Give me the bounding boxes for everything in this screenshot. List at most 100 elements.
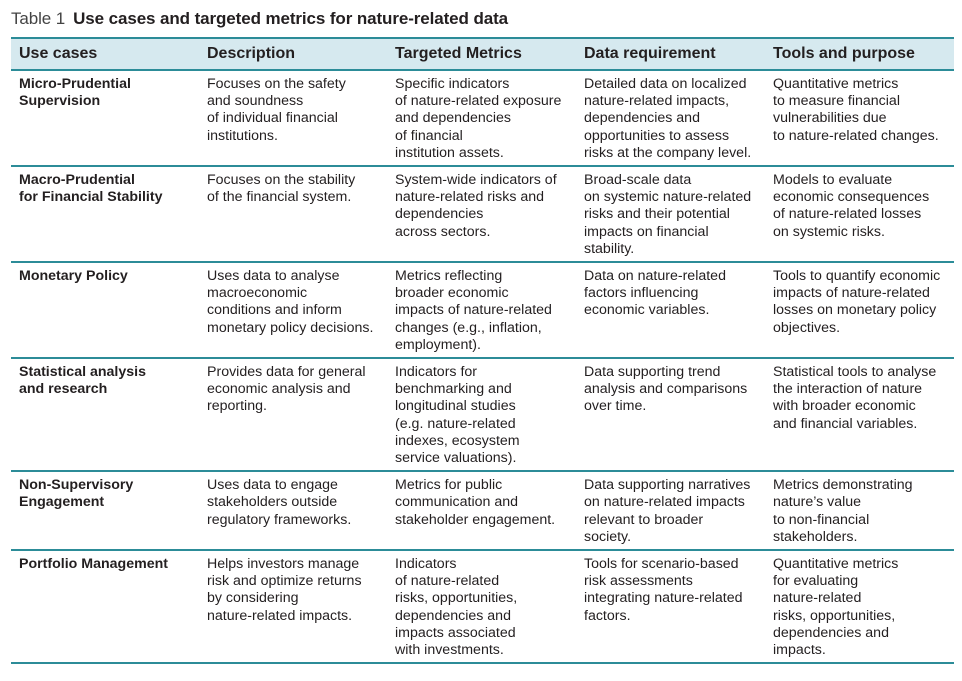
cell-text-line: Provides data for general [207, 364, 366, 381]
use-case-cell: Macro-Prudential for Financial Stability [11, 166, 199, 264]
cell-text-line: integrating nature-related [584, 590, 743, 607]
cell-text-line: Macro-Prudential [19, 172, 135, 189]
cell-text-line: and financial variables. [773, 415, 918, 432]
cell-text-line: and soundness [207, 93, 304, 110]
cell-text-line: impacts. [773, 642, 826, 659]
cell-text-line: Helps investors manage [207, 556, 360, 573]
use-case-cell: Monetary Policy [11, 262, 199, 360]
use-case-cell: Statistical analysis and research [11, 358, 199, 473]
tools-purpose-cell: Metrics demonstrating nature’s value to no… [765, 471, 954, 552]
cell-text-line: Uses data to analyse [207, 268, 340, 285]
cell-text-line: Metrics demonstrating [773, 477, 913, 494]
cell-text-line: risks at the company level. [584, 144, 752, 161]
targeted-metrics-cell: Indicators for benchmarking and longitudin… [387, 358, 576, 473]
tools-purpose-cell: Quantitative metrics to measure financial… [765, 70, 954, 168]
cell-text-line: by considering [207, 590, 299, 607]
description-cell: Uses data to engage stakeholders outside r… [199, 471, 387, 552]
targeted-metrics-cell: Metrics for public communication and stake… [387, 471, 576, 552]
table-row: Macro-Prudential for Financial Stability F… [11, 166, 954, 264]
cell-text-line: impacts of nature-related [773, 285, 930, 302]
tools-purpose-cell: Statistical tools to analyse the interact… [765, 358, 954, 473]
header-targeted-metrics: Targeted Metrics [387, 37, 576, 71]
header-row: Use cases Description Targeted Metrics D… [11, 37, 954, 71]
cell-text-line: Data supporting narratives [584, 477, 751, 494]
targeted-metrics-cell: System-wide indicators of nature-related … [387, 166, 576, 264]
cell-text-line: society. [584, 528, 632, 545]
cell-text-line: Statistical tools to analyse [773, 364, 937, 381]
cell-text-line: nature-related impacts, [584, 93, 730, 110]
cell-text-line: Data supporting trend [584, 364, 721, 381]
cell-text-line: on systemic nature-related [584, 189, 752, 206]
data-requirement-cell: Tools for scenario-based risk assessments… [576, 550, 765, 665]
cell-text-line: vulnerabilities due [773, 110, 887, 127]
cell-text-line: impacts on financial [584, 223, 709, 240]
cell-text-line: stakeholder engagement. [395, 511, 556, 528]
cell-text-line: benchmarking and [395, 381, 512, 398]
cell-text-line: of the financial system. [207, 189, 352, 206]
cell-text-line: indexes, ecosystem [395, 432, 520, 449]
data-requirement-cell: Data on nature-related factors influencin… [576, 262, 765, 360]
cell-text-line: reporting. [207, 398, 267, 415]
cell-text-line: regulatory frameworks. [207, 511, 352, 528]
cell-text-line: for Financial Stability [19, 189, 163, 206]
cell-text-line: relevant to broader [584, 511, 704, 528]
table-number: Table 1 [11, 9, 66, 28]
cell-text-line: objectives. [773, 319, 841, 336]
header-tools-purpose: Tools and purpose [765, 37, 954, 71]
cell-text-line: to nature-related changes. [773, 127, 939, 144]
cell-text-line: opportunities to assess [584, 127, 730, 144]
cell-text-line: System-wide indicators of [395, 172, 557, 189]
table-row: Micro-Prudential Supervision Focuses on th… [11, 70, 954, 168]
data-requirement-cell: Detailed data on localized nature-related… [576, 70, 765, 168]
cell-text-line: factors influencing [584, 285, 699, 302]
cell-text-line: risk assessments [584, 573, 693, 590]
cell-text-line: over time. [584, 398, 647, 415]
cell-text-line: Tools for scenario-based [584, 556, 739, 573]
cell-text-line: stakeholders. [773, 528, 858, 545]
cell-text-line: risks, opportunities, [773, 607, 896, 624]
cell-text-line: Quantitative metrics [773, 556, 899, 573]
cell-text-line: with broader economic [773, 398, 916, 415]
cell-text-line: nature-related impacts. [207, 607, 353, 624]
cell-text-line: Indicators for [395, 364, 478, 381]
cell-text-line: Metrics for public [395, 477, 503, 494]
cell-text-line: dependencies and [773, 624, 889, 641]
cell-text-line: changes (e.g., inflation, [395, 319, 542, 336]
cell-text-line: macroeconomic [207, 285, 308, 302]
cell-text-line: economic analysis and [207, 381, 351, 398]
cell-text-line: Focuses on the safety [207, 76, 346, 92]
cell-text-line: analysis and comparisons [584, 381, 748, 398]
cell-text-line: and research [19, 381, 108, 398]
cell-text-line: nature-related [773, 590, 862, 607]
cell-text-line: institutions. [207, 127, 278, 144]
cell-text-line: Indicators [395, 556, 457, 573]
cell-text-line: broader economic [395, 285, 509, 302]
header-description: Description [199, 37, 387, 71]
cell-text-line: conditions and inform [207, 302, 342, 319]
cell-text-line: of nature-related [395, 573, 500, 590]
table-title: Use cases and targeted metrics for natur… [73, 9, 508, 28]
table-row: Non-Supervisory Engagement Uses data to en… [11, 471, 954, 552]
cell-text-line: losses on monetary policy [773, 302, 937, 319]
cell-text-line: Broad-scale data [584, 172, 692, 189]
use-cases-table: Use cases Description Targeted Metrics D… [11, 37, 954, 665]
cell-text-line: stability. [584, 240, 635, 257]
cell-text-line: economic consequences [773, 189, 930, 206]
header-use-cases: Use cases [11, 37, 199, 71]
table-header: Use cases Description Targeted Metrics D… [11, 37, 954, 71]
targeted-metrics-cell: Specific indicators of nature-related exp… [387, 70, 576, 168]
cell-text-line: to measure financial [773, 93, 900, 110]
table-row: Monetary Policy Uses data to analyse macro… [11, 262, 954, 360]
description-cell: Focuses on the stability of the financial… [199, 166, 387, 264]
cell-text-line: Detailed data on localized [584, 76, 747, 92]
tools-purpose-cell: Models to evaluate economic consequences o… [765, 166, 954, 264]
table-body: Micro-Prudential Supervision Focuses on th… [11, 70, 954, 665]
targeted-metrics-cell: Metrics reflecting broader economic impact… [387, 262, 576, 360]
data-requirement-cell: Data supporting narratives on nature-rela… [576, 471, 765, 552]
description-cell: Provides data for general economic analys… [199, 358, 387, 473]
cell-text-line: Engagement [19, 494, 105, 511]
cell-text-line: Specific indicators [395, 76, 510, 92]
cell-text-line: dependencies and [395, 607, 511, 624]
cell-text-line: employment). [395, 336, 481, 353]
cell-text-line: factors. [584, 607, 631, 624]
